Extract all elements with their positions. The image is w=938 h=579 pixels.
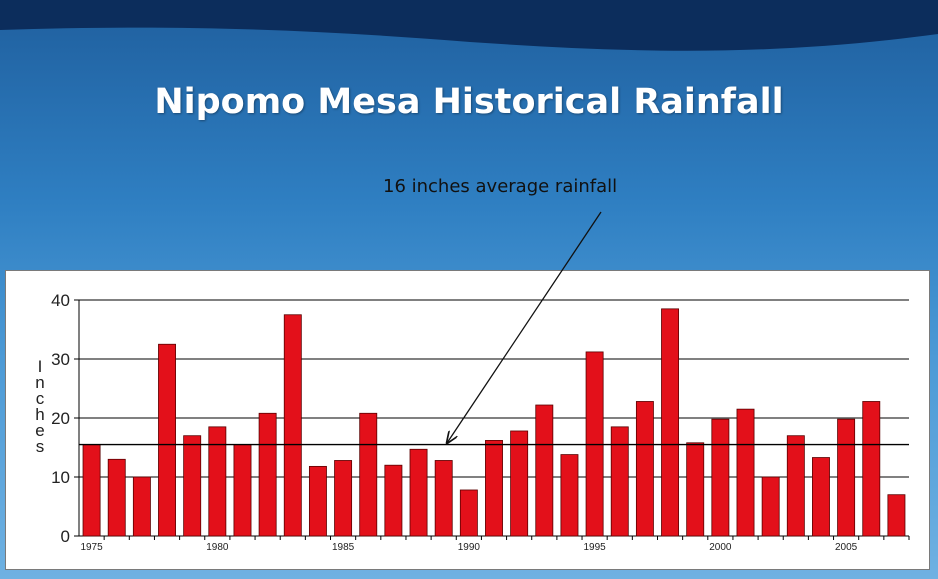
bar-1986 [359,412,378,537]
bar-1984 [308,465,327,537]
bar-1996 [610,426,629,537]
bar-2001 [736,408,755,537]
bar-1999 [686,442,705,537]
bar-1994 [560,454,579,537]
y-tick-label-40: 40 [51,291,70,310]
bar-1997 [635,401,654,537]
bar-2004 [812,457,830,537]
bar-1989 [434,460,453,537]
x-tick-label-2005: 2005 [835,542,858,553]
bar-1987 [384,464,403,537]
bar-1979 [183,435,202,537]
bar-1990 [459,489,478,537]
bar-2000 [711,418,730,537]
bar-2006 [862,401,881,537]
bar-2005 [837,418,856,537]
bar-1983 [283,314,302,537]
bar-2007 [887,494,906,537]
y-axis-label-letter: n [35,373,45,392]
bar-1992 [510,430,529,537]
x-tick-label-1990: 1990 [458,542,481,553]
bar-1991 [485,440,503,537]
y-axis-label-letter: s [35,437,45,456]
y-tick-label-0: 0 [61,527,70,546]
bar-1985 [334,460,353,537]
header-wave [0,0,938,51]
bar-2003 [786,435,805,537]
y-axis-label-letter: h [35,405,45,424]
x-tick-label-2000: 2000 [709,542,732,553]
x-tick-label-1995: 1995 [583,542,606,553]
y-tick-label-20: 20 [51,409,70,428]
bar-1975 [82,444,101,537]
bar-1988 [409,448,428,537]
bar-1978 [158,343,176,537]
bar-1981 [233,444,252,537]
bar-2002 [761,476,780,537]
x-tick-label-1975: 1975 [80,542,103,553]
y-axis-label-letter: c [35,389,45,408]
y-axis-label-letter: I [37,357,43,376]
bar-1993 [535,404,554,537]
y-axis-label-letter: e [35,421,45,440]
bar-1976 [107,458,126,537]
bar-1982 [258,412,277,537]
y-tick-label-10: 10 [51,468,70,487]
rainfall-bar-chart: 0 10 20 30 40 1975 1980 1985 1990 1995 2000 2005 [51,291,910,553]
bar-1977 [132,476,151,537]
x-tick-label-1985: 1985 [332,542,355,553]
x-tick-label-1980: 1980 [206,542,229,553]
y-tick-label-30: 30 [51,350,70,369]
bar-1998 [661,308,680,537]
slide-title: Nipomo Mesa Historical Rainfall [154,82,784,122]
average-rainfall-annotation: 16 inches average rainfall [383,176,618,197]
bar-1980 [208,426,227,537]
